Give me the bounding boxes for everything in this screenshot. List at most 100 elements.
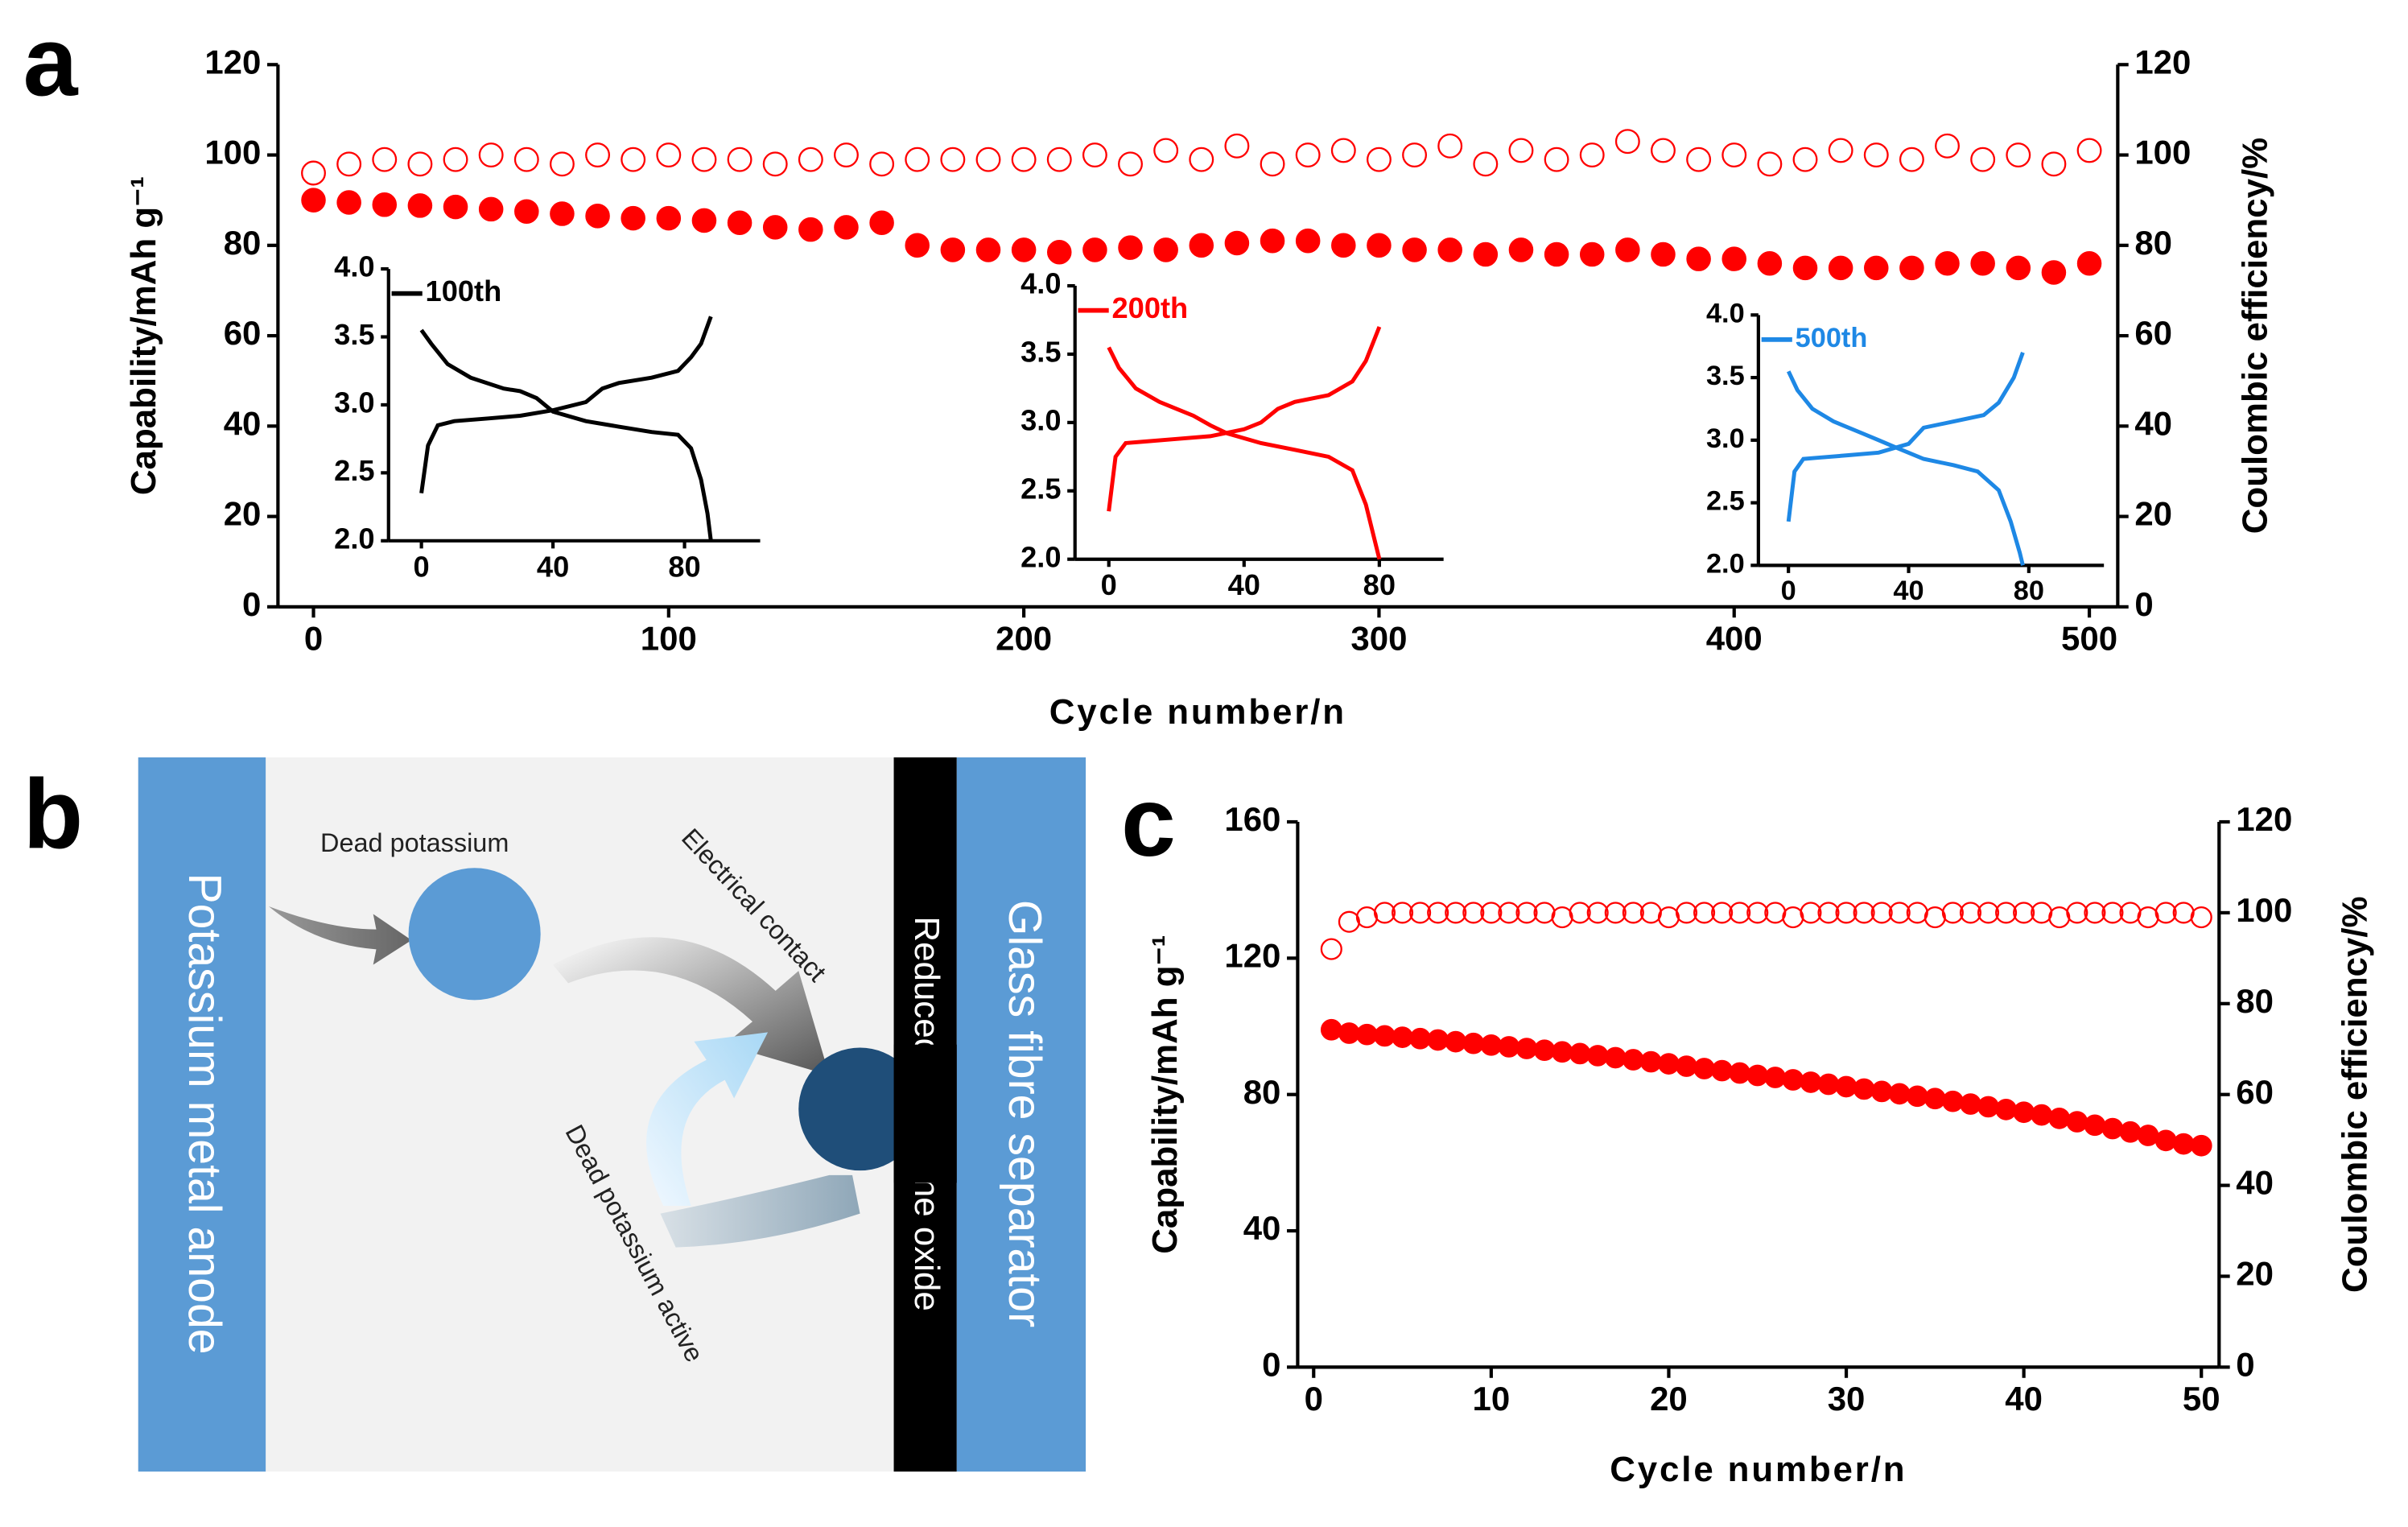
efficiency-point	[2084, 902, 2106, 924]
efficiency-point	[1355, 906, 1378, 929]
inset-chart: 0 40 80 2.0 2.5 3.0 3.5 4.0 100th	[334, 250, 761, 583]
efficiency-point	[1224, 133, 1250, 159]
efficiency-point	[301, 160, 326, 186]
efficiency-point	[727, 147, 752, 172]
efficiency-point	[1409, 902, 1432, 924]
efficiency-point	[1792, 147, 1818, 172]
efficiency-point	[1721, 142, 1747, 168]
capacity-point	[2006, 255, 2031, 281]
panel-label: a	[23, 6, 79, 116]
capacity-point	[1260, 228, 1285, 254]
efficiency-point	[1462, 902, 1485, 924]
efficiency-point	[691, 147, 717, 172]
efficiency-point	[1551, 906, 1573, 929]
capacity-point	[1356, 1023, 1378, 1046]
efficiency-point	[513, 147, 539, 172]
y-tick-label: 2.5	[1021, 472, 1061, 505]
capacity-point	[1533, 1039, 1556, 1062]
voltage-curve	[1107, 346, 1382, 560]
efficiency-point	[1977, 902, 2000, 924]
capacity-point	[1515, 1038, 1538, 1059]
capacity-point	[1935, 251, 1960, 276]
efficiency-point	[1675, 902, 1698, 924]
y-tick-label: 80	[1243, 1073, 1281, 1111]
x-tick-label: 0	[304, 620, 323, 658]
y-tick-label: 4.0	[1021, 267, 1061, 300]
x-tick-label: 0	[1305, 1380, 1323, 1418]
voltage-curve	[1786, 352, 2025, 522]
efficiency-point	[1757, 151, 1783, 177]
x-tick-label: 400	[1706, 620, 1763, 658]
efficiency-point	[2048, 906, 2071, 929]
capacity-point	[1046, 239, 1072, 265]
efficiency-point	[1800, 902, 1822, 924]
efficiency-point	[2101, 902, 2124, 924]
capacity-point	[407, 193, 433, 218]
capacity-point	[2154, 1129, 2177, 1152]
efficiency-point	[1579, 142, 1605, 168]
capacity-point	[1437, 237, 1462, 262]
efficiency-point	[1622, 902, 1644, 924]
x-tick-label: 50	[2183, 1380, 2220, 1418]
separator-label: Glass fibre separator	[999, 900, 1050, 1327]
x-tick-label: 100	[641, 620, 697, 658]
efficiency-point	[975, 147, 1001, 172]
efficiency-point	[2154, 902, 2177, 924]
efficiency-point	[1260, 151, 1285, 177]
efficiency-point	[1082, 142, 1107, 168]
efficiency-point	[1533, 902, 1556, 924]
capacity-point	[691, 208, 717, 233]
efficiency-point	[1651, 138, 1676, 163]
capacity-point	[585, 204, 610, 229]
capacity-point	[1579, 241, 1605, 267]
panel-label: c	[1121, 766, 1176, 877]
efficiency-point	[443, 147, 468, 172]
capacity-point	[2076, 251, 2102, 276]
efficiency-point	[1888, 902, 1911, 924]
capacity-point	[1473, 241, 1499, 267]
legend-label: 500th	[1796, 323, 1868, 353]
legend-label: 200th	[1112, 291, 1189, 324]
y-tick-label: 120	[1224, 936, 1280, 974]
y-tick-label: 40	[1243, 1209, 1281, 1247]
capacity-point	[1224, 230, 1250, 256]
capacity-point	[1651, 241, 1676, 267]
x-tick-label: 40	[1893, 576, 1924, 606]
y-tick-label: 2.5	[334, 454, 374, 487]
y2-tick-label: 120	[2236, 800, 2292, 838]
efficiency-point	[798, 147, 823, 172]
capacity-point	[1622, 1049, 1644, 1071]
efficiency-point	[1970, 147, 1996, 172]
capacity-point	[2190, 1134, 2212, 1157]
capacity-point	[1320, 1018, 1342, 1041]
capacity-point	[1480, 1034, 1503, 1056]
capacity-point	[905, 233, 930, 258]
capacity-point	[1569, 1042, 1591, 1065]
efficiency-point	[1544, 147, 1569, 172]
efficiency-point	[1392, 902, 1414, 924]
efficiency-point	[1924, 906, 1946, 929]
y-tick-label: 3.0	[1021, 403, 1061, 436]
capacity-point	[1864, 255, 1889, 281]
capacity-point	[1011, 237, 1037, 262]
efficiency-point	[1835, 902, 1858, 924]
capacity-point	[478, 196, 504, 222]
capacity-point	[656, 205, 682, 231]
efficiency-point	[1295, 142, 1321, 168]
capacity-point	[1392, 1026, 1413, 1048]
capacity-point	[1544, 241, 1569, 267]
capacity-point	[2048, 1107, 2071, 1129]
x-tick-label: 80	[2014, 576, 2044, 606]
x-tick-label: 300	[1350, 620, 1407, 658]
capacity-point	[1604, 1046, 1627, 1069]
efficiency-point	[1373, 902, 1396, 924]
efficiency-point	[1764, 902, 1787, 924]
capacity-point	[443, 194, 468, 220]
y2-tick-label: 60	[2236, 1073, 2274, 1111]
x-tick-label: 80	[1363, 568, 1396, 601]
diagram: Potassium metal anode Reduced graphene o…	[23, 757, 1086, 1472]
capacity-point	[1995, 1098, 2017, 1120]
capacity-point	[1924, 1087, 1946, 1110]
efficiency-point	[1870, 902, 1893, 924]
efficiency-point	[1817, 902, 1840, 924]
